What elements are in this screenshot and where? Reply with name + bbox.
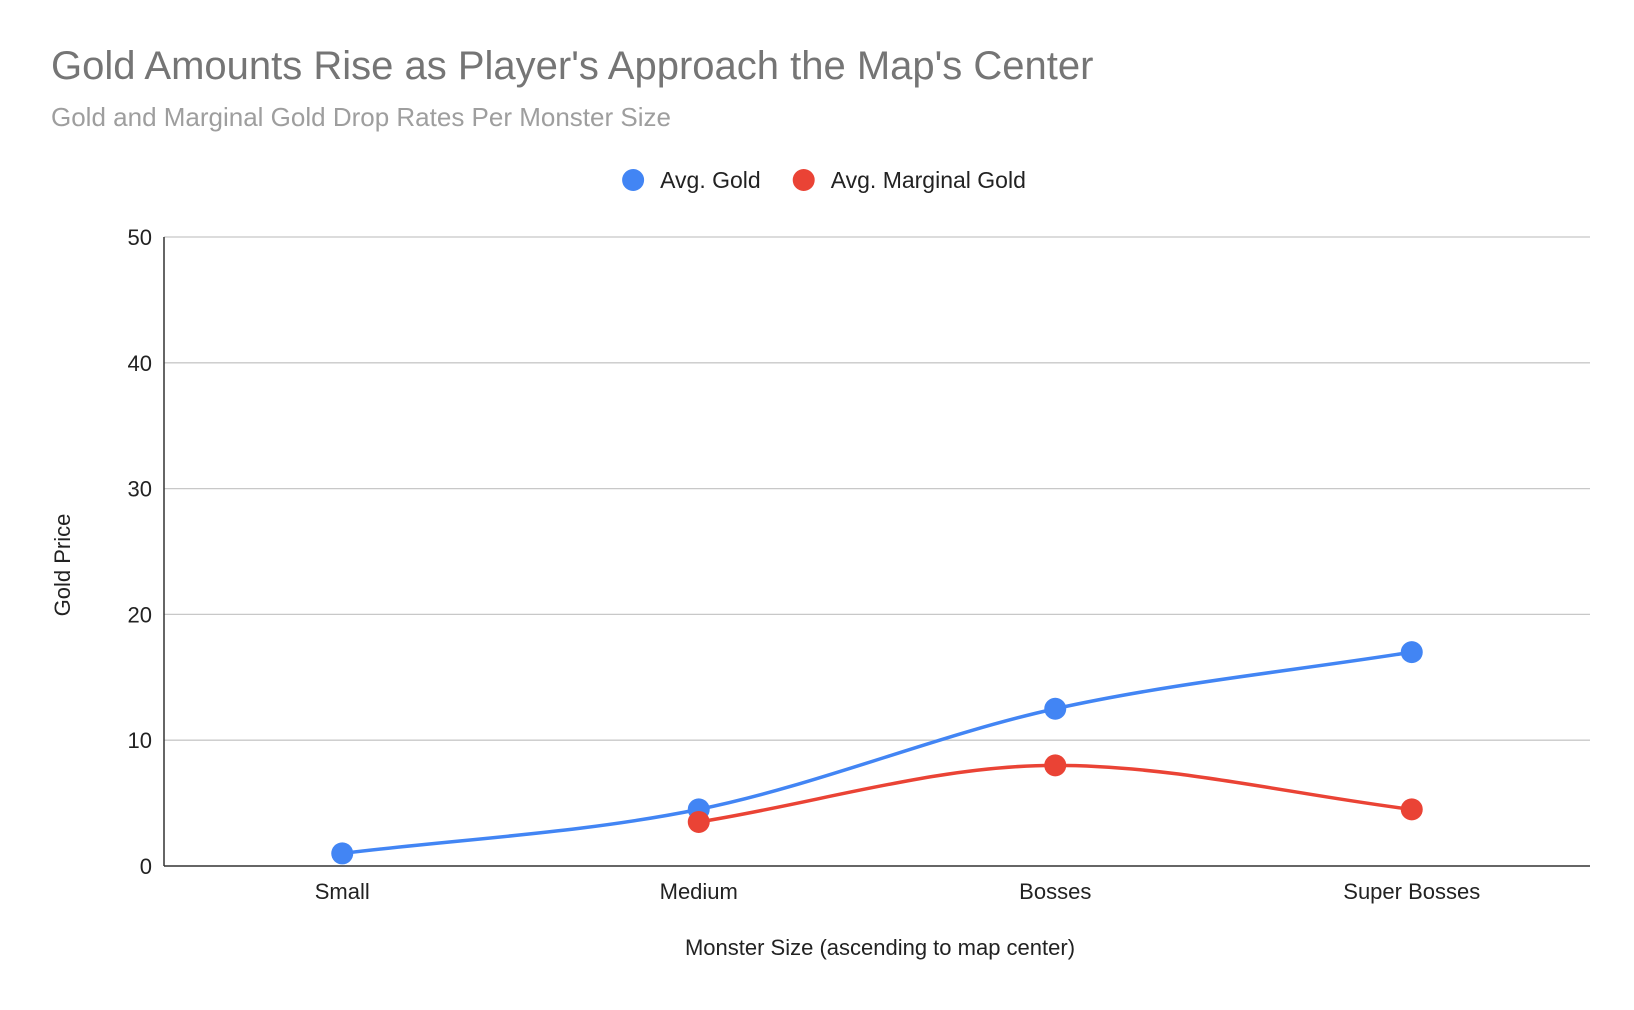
y-tick-label: 0 [140, 854, 152, 879]
y-tick-label: 30 [128, 477, 152, 502]
y-tick-label: 50 [128, 225, 152, 250]
data-point [1044, 754, 1067, 777]
legend-label: Avg. Marginal Gold [831, 167, 1026, 193]
x-tick-label: Bosses [1019, 879, 1091, 904]
x-axis-title: Monster Size (ascending to map center) [685, 935, 1075, 960]
y-tick-label: 20 [128, 602, 152, 627]
y-axis-title: Gold Price [50, 514, 75, 617]
data-point [1400, 798, 1423, 821]
legend-swatch [792, 169, 815, 191]
y-tick-label: 10 [128, 728, 152, 753]
data-point [687, 810, 710, 833]
legend-swatch [622, 169, 645, 191]
x-tick-label: Super Bosses [1343, 879, 1480, 904]
series-lines [331, 641, 1423, 865]
series-line [342, 650, 1413, 856]
data-point [1400, 641, 1423, 664]
axes: 0 10 20 30 40 50 Small Medium Bosses Super Bosses [128, 225, 1590, 904]
legend-label: Avg. Gold [660, 167, 761, 193]
chart-subtitle: Gold and Marginal Gold Drop Rates Per Mo… [51, 102, 671, 132]
gridlines [164, 236, 1590, 741]
legend: Avg. Gold Avg. Marginal Gold [622, 167, 1026, 193]
data-point [331, 842, 354, 865]
chart-title: Gold Amounts Rise as Player's Approach t… [51, 44, 1094, 88]
x-tick-label: Medium [660, 879, 738, 904]
y-tick-label: 40 [128, 351, 152, 376]
data-point [1044, 697, 1067, 720]
x-tick-label: Small [315, 879, 370, 904]
